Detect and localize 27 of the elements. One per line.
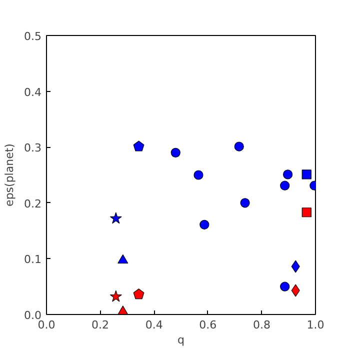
point xyxy=(240,198,250,208)
y-axis-title: eps(planet) xyxy=(3,144,16,206)
x-axis-title: q xyxy=(178,334,184,346)
y-tick-label: 0.1 xyxy=(24,253,42,266)
point xyxy=(302,170,312,180)
x-tick-label: 0.2 xyxy=(92,318,110,332)
x-tick-label: 0.6 xyxy=(199,318,217,332)
point xyxy=(234,142,244,152)
point xyxy=(133,140,144,152)
y-tick-label: 0.2 xyxy=(24,197,42,210)
y-tick-label: 0.3 xyxy=(24,142,42,155)
point xyxy=(282,170,293,180)
point xyxy=(280,180,290,190)
point xyxy=(170,148,180,158)
point xyxy=(110,290,122,302)
y-tick-label: 0.4 xyxy=(24,86,42,99)
point xyxy=(280,282,290,292)
point xyxy=(110,212,122,224)
point xyxy=(118,254,128,264)
x-tick-label: 1.0 xyxy=(306,318,324,332)
y-tick-label: 0.5 xyxy=(24,30,42,43)
point xyxy=(302,208,312,218)
x-tick-label: 0.8 xyxy=(252,318,270,332)
point xyxy=(194,170,204,180)
point xyxy=(200,220,210,230)
point xyxy=(133,288,144,300)
x-tick-label: 0.4 xyxy=(145,318,163,332)
